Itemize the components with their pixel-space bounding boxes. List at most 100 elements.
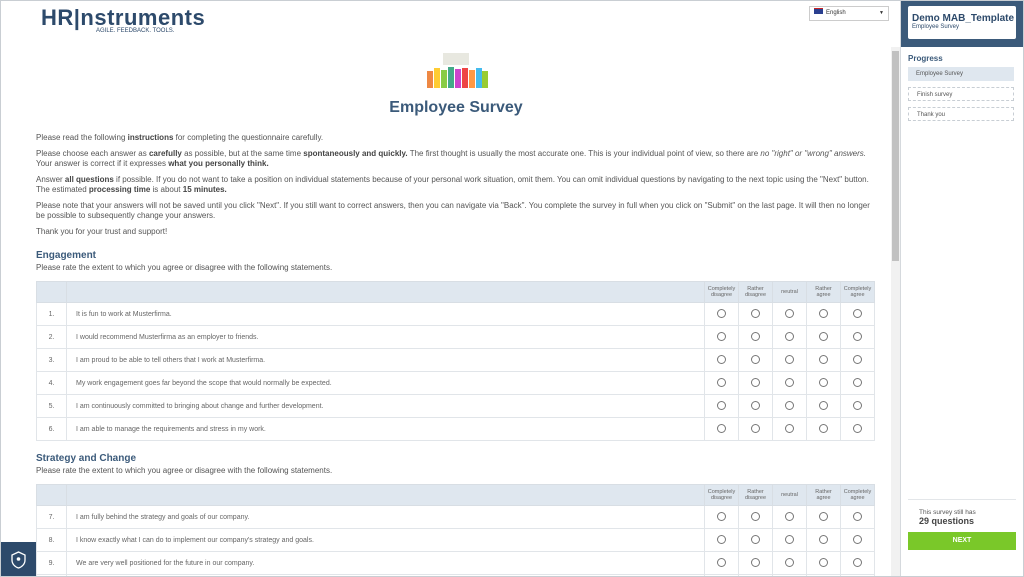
- radio-button[interactable]: [819, 331, 828, 341]
- radio-cell: [840, 417, 875, 441]
- radio-button[interactable]: [717, 331, 726, 341]
- radio-cell: [840, 325, 875, 349]
- radio-button[interactable]: [717, 400, 726, 410]
- radio-button[interactable]: [751, 557, 760, 567]
- instruction-italic: no "right" or "wrong" answers.: [760, 149, 867, 158]
- radio-button[interactable]: [717, 377, 726, 387]
- radio-button[interactable]: [819, 400, 828, 410]
- radio-button[interactable]: [819, 557, 828, 567]
- radio-button[interactable]: [819, 423, 828, 433]
- progress-step[interactable]: Finish survey: [908, 87, 1014, 101]
- radio-button[interactable]: [853, 308, 862, 318]
- section: Strategy and Change Please rate the exten…: [36, 453, 875, 576]
- instruction-paragraph: Please read the following instructions f…: [36, 133, 876, 143]
- scroll-thumb[interactable]: [892, 51, 899, 261]
- radio-cell: [772, 417, 807, 441]
- radio-button[interactable]: [751, 354, 760, 364]
- progress-step[interactable]: Employee Survey: [908, 67, 1014, 81]
- radio-cell: [704, 528, 739, 552]
- radio-button[interactable]: [785, 308, 794, 318]
- radio-button[interactable]: [853, 331, 862, 341]
- radio-cell: [772, 551, 807, 575]
- question-row: 6. I am able to manage the requirements a…: [36, 417, 875, 441]
- radio-button[interactable]: [751, 331, 760, 341]
- radio-button[interactable]: [785, 354, 794, 364]
- header-row: Completely disagree Rather disagree neutra…: [36, 484, 875, 506]
- radio-button[interactable]: [751, 400, 760, 410]
- radio-button[interactable]: [785, 423, 794, 433]
- next-button[interactable]: NEXT: [908, 532, 1016, 550]
- radio-button[interactable]: [751, 534, 760, 544]
- radio-cell: [704, 325, 739, 349]
- radio-button[interactable]: [785, 534, 794, 544]
- scale-label: Rather agree: [806, 281, 841, 303]
- privacy-button[interactable]: [1, 542, 36, 576]
- radio-cell: [806, 371, 841, 395]
- radio-button[interactable]: [785, 557, 794, 567]
- language-select[interactable]: English ▼: [809, 6, 889, 21]
- radio-cell: [806, 551, 841, 575]
- radio-cell: [738, 551, 773, 575]
- radio-button[interactable]: [717, 557, 726, 567]
- instruction-text: is about: [150, 185, 183, 194]
- radio-button[interactable]: [751, 423, 760, 433]
- radio-cell: [806, 348, 841, 372]
- instruction-text: Answer: [36, 175, 65, 184]
- radio-cell: [806, 417, 841, 441]
- scrollbar[interactable]: [891, 47, 900, 576]
- progress-step[interactable]: Thank you: [908, 107, 1014, 121]
- radio-button[interactable]: [785, 511, 794, 521]
- radio-cell: [738, 394, 773, 418]
- radio-button[interactable]: [717, 511, 726, 521]
- radio-button[interactable]: [785, 331, 794, 341]
- radio-button[interactable]: [717, 354, 726, 364]
- survey-name: Demo MAB_Template: [912, 13, 1015, 24]
- radio-button[interactable]: [785, 377, 794, 387]
- radio-cell: [806, 528, 841, 552]
- radio-button[interactable]: [819, 377, 828, 387]
- radio-button[interactable]: [853, 511, 862, 521]
- instruction-text: The first thought is usually the most ac…: [407, 149, 761, 158]
- radio-cell: [840, 551, 875, 575]
- radio-cell: [840, 505, 875, 529]
- question-text: I would recommend Musterfirma as an empl…: [66, 325, 705, 349]
- radio-cell: [772, 371, 807, 395]
- instruction-text: Please note that your answers will not b…: [36, 201, 870, 220]
- radio-button[interactable]: [717, 308, 726, 318]
- question-number: 2.: [36, 325, 67, 349]
- radio-button[interactable]: [819, 308, 828, 318]
- radio-cell: [806, 394, 841, 418]
- instruction-text: for completing the questionnaire careful…: [173, 133, 324, 142]
- radio-cell: [806, 505, 841, 529]
- question-row: 5. I am continuously committed to bringin…: [36, 394, 875, 418]
- question-number: 8.: [36, 528, 67, 552]
- radio-button[interactable]: [853, 354, 862, 364]
- radio-button[interactable]: [819, 511, 828, 521]
- radio-button[interactable]: [819, 354, 828, 364]
- radio-button[interactable]: [819, 534, 828, 544]
- radio-button[interactable]: [751, 511, 760, 521]
- radio-cell: [772, 394, 807, 418]
- radio-cell: [806, 302, 841, 326]
- radio-button[interactable]: [717, 534, 726, 544]
- question-row: 2. I would recommend Musterfirma as an em…: [36, 325, 875, 349]
- radio-button[interactable]: [853, 377, 862, 387]
- radio-button[interactable]: [853, 557, 862, 567]
- radio-button[interactable]: [751, 377, 760, 387]
- question-row: 9. We are very well positioned for the fu…: [36, 551, 875, 575]
- radio-button[interactable]: [853, 423, 862, 433]
- radio-button[interactable]: [751, 308, 760, 318]
- radio-cell: [772, 528, 807, 552]
- radio-button[interactable]: [717, 423, 726, 433]
- section-title: Strategy and Change: [36, 453, 137, 464]
- radio-button[interactable]: [853, 534, 862, 544]
- scale-label: neutral: [772, 484, 807, 506]
- scale-label: Completely disagree: [704, 281, 739, 303]
- instruction-paragraph: Answer all questions if possible. If you…: [36, 175, 876, 195]
- radio-button[interactable]: [853, 400, 862, 410]
- remaining-box: This survey still has 29 questions: [908, 499, 1016, 552]
- radio-button[interactable]: [785, 400, 794, 410]
- question-text: I am continuously committed to bringing …: [66, 394, 705, 418]
- question-text: I am able to manage the requirements and…: [66, 417, 705, 441]
